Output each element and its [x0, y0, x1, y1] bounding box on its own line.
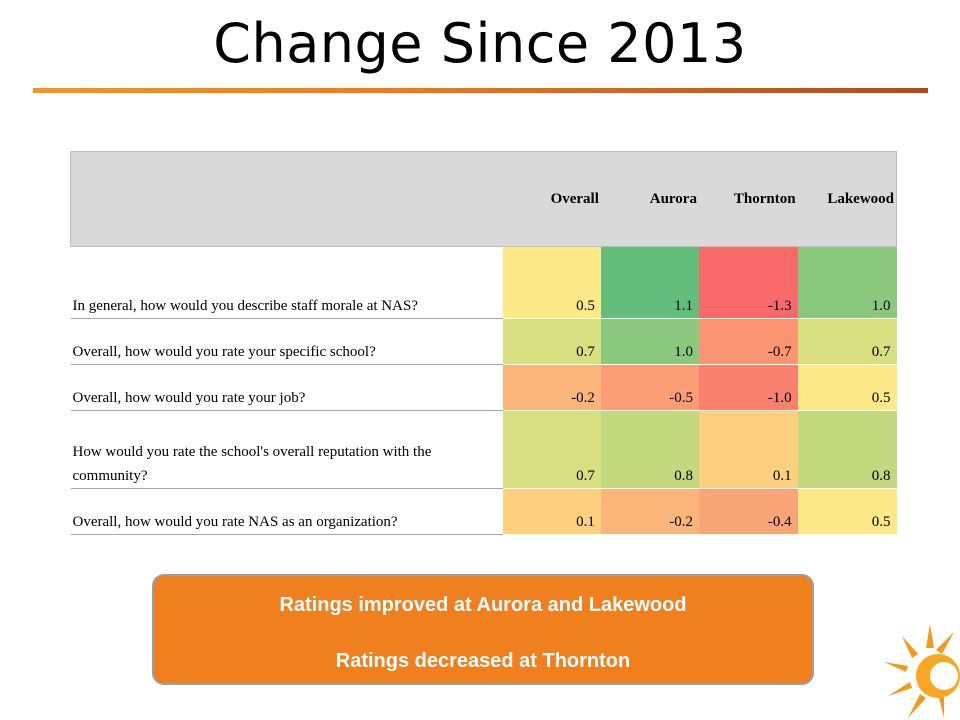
cell-thornton: -0.4: [698, 488, 798, 535]
sun-logo-icon: [884, 624, 960, 718]
cell-overall: 0.5: [502, 246, 601, 319]
summary-callout: Ratings improved at Aurora and Lakewood …: [152, 574, 814, 685]
cell-thornton: 0.1: [698, 410, 798, 489]
cell-lakewood: 0.5: [797, 488, 897, 535]
cell-lakewood: 1.0: [797, 246, 897, 319]
row-question: Overall, how would you rate NAS as an or…: [70, 488, 503, 535]
cell-aurora: 0.8: [600, 410, 699, 489]
callout-line-improved: Ratings improved at Aurora and Lakewood: [279, 594, 687, 616]
table-row: Overall, how would you rate your job? -0…: [70, 364, 897, 411]
cell-overall: 0.7: [502, 318, 601, 365]
cell-lakewood: 0.7: [797, 318, 897, 365]
cell-lakewood: 0.8: [797, 410, 897, 489]
header-overall: Overall: [502, 151, 601, 247]
row-question: Overall, how would you rate your job?: [70, 364, 503, 411]
table-row: Overall, how would you rate NAS as an or…: [70, 488, 897, 535]
header-aurora: Aurora: [600, 151, 699, 247]
cell-lakewood: 0.5: [797, 364, 897, 411]
header-lakewood: Lakewood: [797, 151, 897, 247]
cell-aurora: -0.2: [600, 488, 699, 535]
cell-thornton: -0.7: [698, 318, 798, 365]
title-rule: [33, 88, 928, 93]
table-row: Overall, how would you rate your specifi…: [70, 318, 897, 365]
slide-title: Change Since 2013: [213, 12, 747, 75]
table-row: How would you rate the school's overall …: [70, 410, 897, 489]
ratings-change-table: Overall Aurora Thornton Lakewood In gene…: [70, 151, 897, 535]
cell-overall: 0.1: [502, 488, 601, 535]
cell-overall: 0.7: [502, 410, 601, 489]
table-header-row: Overall Aurora Thornton Lakewood: [70, 151, 897, 247]
cell-aurora: 1.0: [600, 318, 699, 365]
callout-line-decreased: Ratings decreased at Thornton: [335, 650, 631, 672]
cell-aurora: 1.1: [600, 246, 699, 319]
row-question: In general, how would you describe staff…: [70, 246, 503, 319]
row-question: Overall, how would you rate your specifi…: [70, 318, 503, 365]
cell-thornton: -1.3: [698, 246, 798, 319]
header-thornton: Thornton: [698, 151, 798, 247]
cell-overall: -0.2: [502, 364, 601, 411]
cell-aurora: -0.5: [600, 364, 699, 411]
header-question: [70, 151, 503, 247]
row-question: How would you rate the school's overall …: [70, 410, 503, 489]
cell-thornton: -1.0: [698, 364, 798, 411]
table-row: In general, how would you describe staff…: [70, 246, 897, 319]
